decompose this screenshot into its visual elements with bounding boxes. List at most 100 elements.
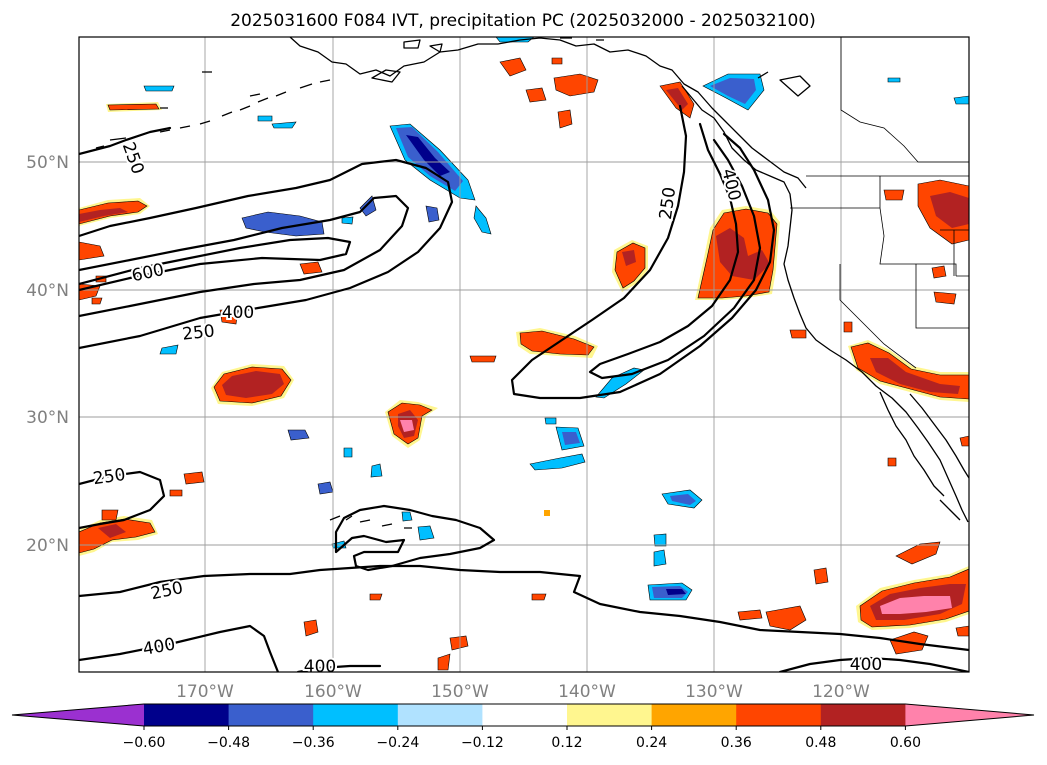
neg-anomaly-blob [287,429,310,441]
neg-anomaly-blob [271,121,297,129]
colorbar-tick-label: 0.12 [551,735,582,751]
pos-anomaly-blob [880,596,952,614]
neg-anomaly-blob [159,344,179,355]
pos-anomaly-blob [666,88,688,110]
neg-anomaly-blob [343,447,353,458]
pos-anomaly-blob [870,358,960,394]
ivt-contour [778,656,969,672]
pos-anomaly-blob [101,509,119,521]
lon-label: 120°W [812,682,870,702]
ivt-contour [79,470,166,530]
pos-anomaly-blob [169,489,183,497]
lon-label: 150°W [431,682,489,702]
pos-anomaly-blob [222,371,284,398]
lon-label: 170°W [176,682,234,702]
neg-anomaly-blob [887,77,901,83]
contour-label: 400 [222,303,254,323]
colorbar-extend-max [905,704,1034,726]
pos-anomaly-blob [79,208,128,222]
lon-label: 130°W [685,682,743,702]
colorbar-tick-label: −0.48 [207,735,250,751]
pos-anomaly-blob [98,524,126,538]
pos-anomaly-blob [91,297,103,305]
colorbar-tick-label: 0.24 [636,735,667,751]
pos-anomaly-blob [369,593,383,601]
precip-pc-field [79,37,969,671]
neg-anomaly-blob [425,205,440,223]
pos-anomaly-blob [299,261,323,275]
coastline-alaska [289,37,807,189]
neg-anomaly-blob [341,216,354,225]
pos-anomaly-blob [789,329,807,339]
neg-anomaly-blob [143,85,175,92]
ivt-contour [588,122,762,380]
lat-label: 50°N [26,153,69,173]
coastline-hawaii [329,515,412,529]
pos-anomaly-blob [930,192,969,228]
colorbar-extend-min [12,704,144,726]
negative-anomalies [143,37,969,601]
pos-anomaly-blob [883,189,905,201]
colorbar-segment [397,704,483,726]
colorbar-tick-label: −0.60 [123,735,166,751]
colorbar-segment [567,704,653,726]
neg-anomaly-blob [529,453,586,471]
pos-anomaly-blob [303,619,319,637]
contour-label: 250 [181,321,215,344]
neg-anomaly-blob [653,549,667,567]
pos-anomaly-blob [737,609,763,621]
pos-anomaly-blob [437,653,451,671]
pos-anomaly-blob [525,87,547,103]
pos-anomaly-blob [931,265,947,279]
coastlines [95,37,969,529]
pos-anomaly-blob [531,593,547,601]
colorbar-segment [820,704,906,726]
pos-anomaly-blob [765,605,807,631]
pos-anomaly-blob [544,510,550,516]
ivt-contour [334,504,496,572]
colorbar-tick-label: 0.60 [890,735,921,751]
coastline-mexico [939,499,961,521]
neg-anomaly-blob [370,463,383,478]
colorbar-tick-label: −0.24 [376,735,419,751]
neg-anomaly-blob [317,481,334,495]
map-background [79,37,969,672]
colorbar-segment [482,704,568,726]
pos-anomaly-blob [959,435,969,447]
ivt-contours [79,104,969,672]
pos-anomaly-blob [551,57,563,65]
pos-anomaly-blob [183,471,205,485]
ivt-contour [79,126,172,156]
lat-label: 20°N [26,536,69,556]
map-frame [78,36,970,673]
neg-anomaly-blob [562,432,580,445]
border-canada-us-north [840,37,969,163]
coastline-aleutians [95,79,331,149]
graticule [79,37,969,672]
coastline-baja [879,391,969,497]
lon-label: 140°W [558,682,616,702]
state-borders [790,176,969,369]
neg-anomaly-blob [241,211,325,237]
neg-anomaly-blob [710,78,756,104]
colorbar-tick-label: −0.36 [292,735,335,751]
pos-anomaly-blob [400,420,414,432]
pos-anomaly-blob [887,457,897,467]
ivt-contour [79,158,454,350]
neg-anomaly-blob [653,533,667,547]
colorbar-tick-label: 0.36 [721,735,752,751]
neg-anomaly-blob [257,115,273,122]
map-panel: 250 600 400 250 250 400 250 400 400 250 … [26,36,970,702]
pos-anomaly-blob [614,242,646,289]
neg-anomaly-blob [417,525,435,541]
pos-anomaly-blob [469,355,497,363]
pos-anomaly-blob [499,57,527,77]
colorbar: −0.60 −0.48 −0.36 −0.24 −0.12 0.12 0.24 0.36 0.4… [11,703,1035,751]
pos-anomaly-blob [955,625,969,637]
colorbar-segment [144,704,230,726]
pos-anomaly-blob [557,109,573,129]
neg-anomaly-blob [953,95,969,105]
pos-anomaly-blob [107,103,160,111]
neg-anomaly-blob [666,589,686,595]
